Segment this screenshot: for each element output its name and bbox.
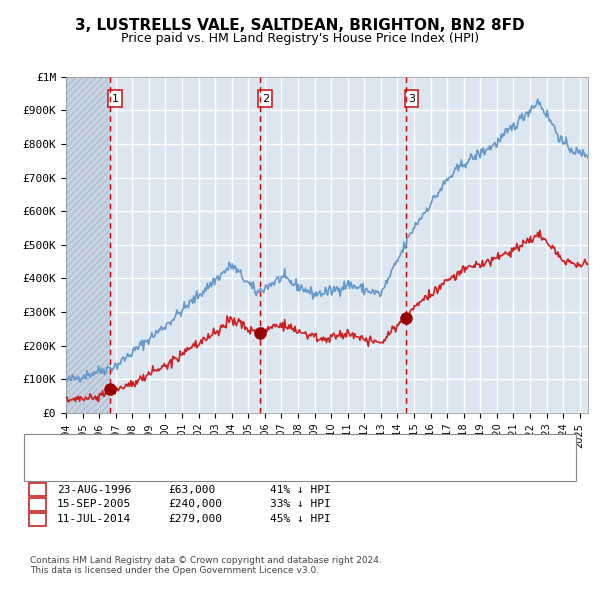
Text: Price paid vs. HM Land Registry's House Price Index (HPI): Price paid vs. HM Land Registry's House … xyxy=(121,32,479,45)
Text: ——: —— xyxy=(39,448,67,463)
Text: HPI: Average price, detached house, Brighton and Hove: HPI: Average price, detached house, Brig… xyxy=(69,464,359,474)
Text: 23-AUG-1996: 23-AUG-1996 xyxy=(57,485,131,494)
Text: £63,000: £63,000 xyxy=(168,485,215,494)
Text: 33% ↓ HPI: 33% ↓ HPI xyxy=(270,500,331,509)
Text: 3, LUSTRELLS VALE, SALTDEAN, BRIGHTON, BN2 8FD (detached house): 3, LUSTRELLS VALE, SALTDEAN, BRIGHTON, B… xyxy=(69,451,438,460)
Text: 2: 2 xyxy=(262,94,269,103)
Text: 3: 3 xyxy=(34,514,41,524)
Text: 2: 2 xyxy=(34,500,41,509)
Text: 45% ↓ HPI: 45% ↓ HPI xyxy=(270,514,331,524)
Text: £279,000: £279,000 xyxy=(168,514,222,524)
Text: 15-SEP-2005: 15-SEP-2005 xyxy=(57,500,131,509)
Text: 41% ↓ HPI: 41% ↓ HPI xyxy=(270,485,331,494)
Text: Contains HM Land Registry data © Crown copyright and database right 2024.
This d: Contains HM Land Registry data © Crown c… xyxy=(30,556,382,575)
Text: 11-JUL-2014: 11-JUL-2014 xyxy=(57,514,131,524)
Text: 3: 3 xyxy=(408,94,415,103)
Text: ——: —— xyxy=(39,462,67,476)
Text: 1: 1 xyxy=(112,94,118,103)
Bar xyxy=(66,77,110,413)
Text: £240,000: £240,000 xyxy=(168,500,222,509)
Text: 3, LUSTRELLS VALE, SALTDEAN, BRIGHTON, BN2 8FD: 3, LUSTRELLS VALE, SALTDEAN, BRIGHTON, B… xyxy=(75,18,525,32)
Text: 1: 1 xyxy=(34,485,41,494)
